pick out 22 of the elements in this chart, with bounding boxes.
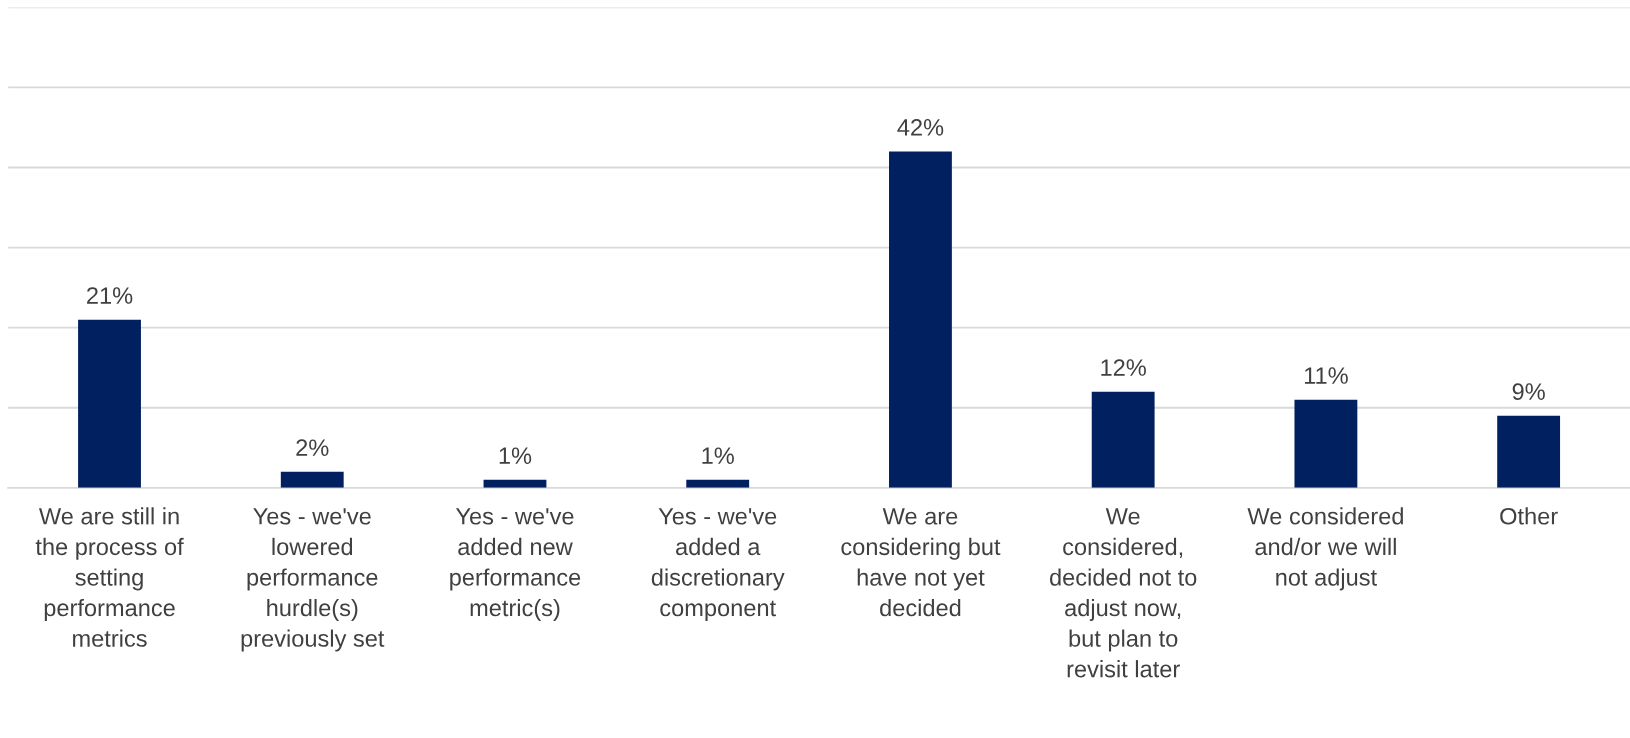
- x-tick-label: Yes - we've added new performance metric(s): [450, 508, 581, 621]
- data-label: 21%: [87, 287, 133, 304]
- data-label: 42%: [897, 119, 944, 136]
- bar: [1497, 415, 1561, 488]
- data-label: 12%: [1101, 359, 1146, 376]
- data-label: 11%: [1304, 367, 1348, 384]
- x-tick-label: We are still in the process of setting performance metrics: [35, 507, 184, 647]
- x-tick-label: Other: [1500, 507, 1558, 525]
- data-label: 9%: [1512, 383, 1545, 400]
- bar: [280, 471, 344, 488]
- x-tick-label: We considered and/or we will not adjust: [1247, 507, 1403, 591]
- bar: [1294, 399, 1358, 488]
- bar: [78, 319, 141, 488]
- data-label: 2%: [296, 439, 329, 456]
- data-label: 1%: [499, 447, 532, 464]
- x-tick-label: We considered, decided not to adjust now, but plan to revisit later: [1050, 508, 1197, 678]
- bar: [1091, 391, 1155, 488]
- data-label: 1%: [702, 447, 734, 464]
- bar: [889, 151, 952, 488]
- x-tick-label: Yes - we've added a discretionary component: [651, 508, 785, 621]
- x-tick-label: We are considering but have not yet decided: [841, 508, 1001, 617]
- x-tick-label: Yes - we've lowered performance hurdle(s) previously set: [241, 508, 385, 652]
